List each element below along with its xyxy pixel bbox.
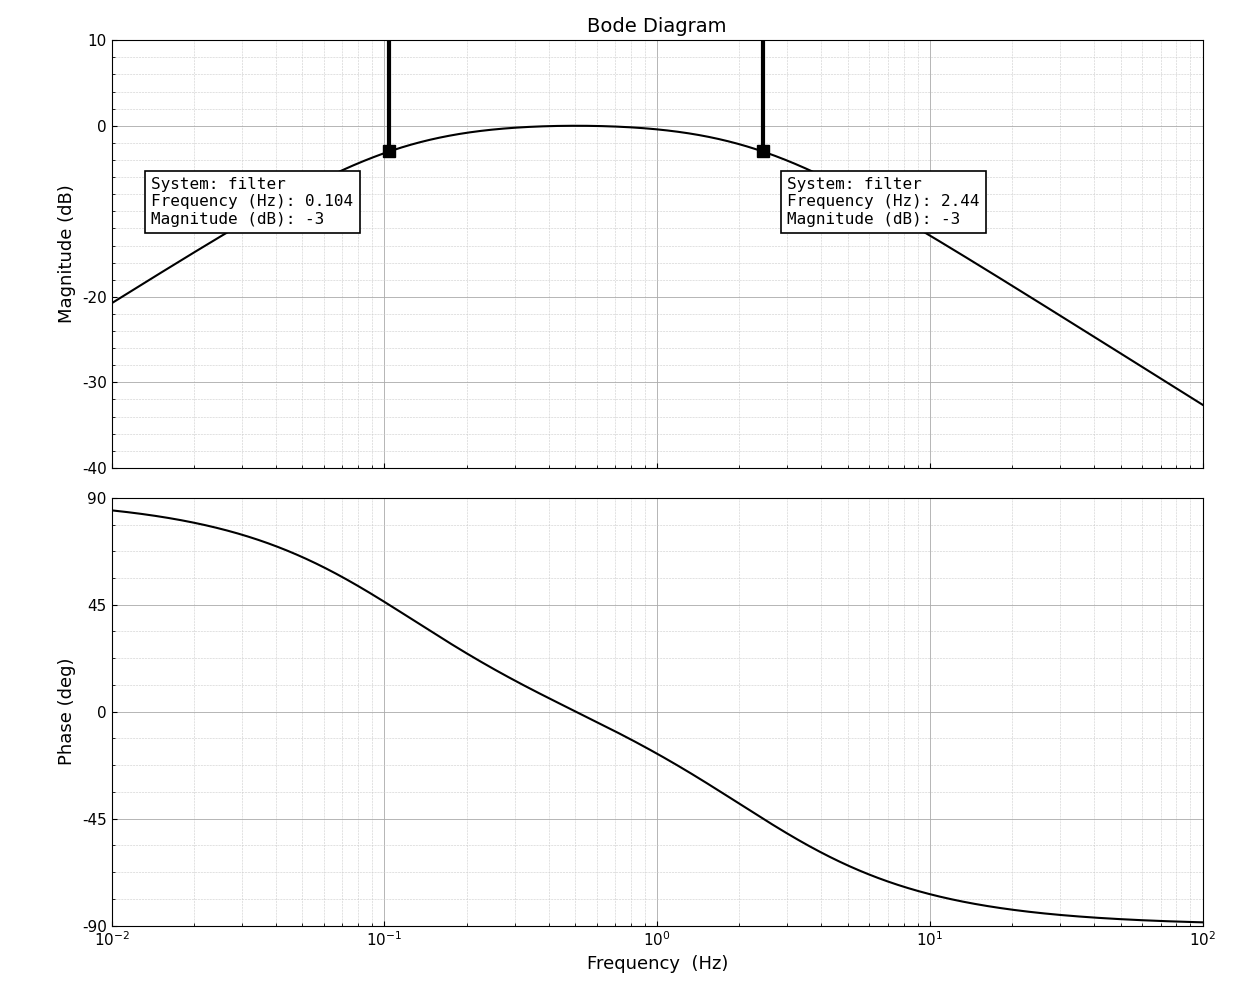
Text: System: filter
Frequency (Hz): 0.104
Magnitude (dB): -3: System: filter Frequency (Hz): 0.104 Mag… (151, 177, 353, 227)
Text: System: filter
Frequency (Hz): 2.44
Magnitude (dB): -3: System: filter Frequency (Hz): 2.44 Magn… (787, 177, 980, 227)
Y-axis label: Phase (deg): Phase (deg) (58, 658, 77, 766)
X-axis label: Frequency  (Hz): Frequency (Hz) (587, 955, 728, 973)
Y-axis label: Magnitude (dB): Magnitude (dB) (58, 185, 77, 324)
Title: Bode Diagram: Bode Diagram (588, 17, 727, 36)
